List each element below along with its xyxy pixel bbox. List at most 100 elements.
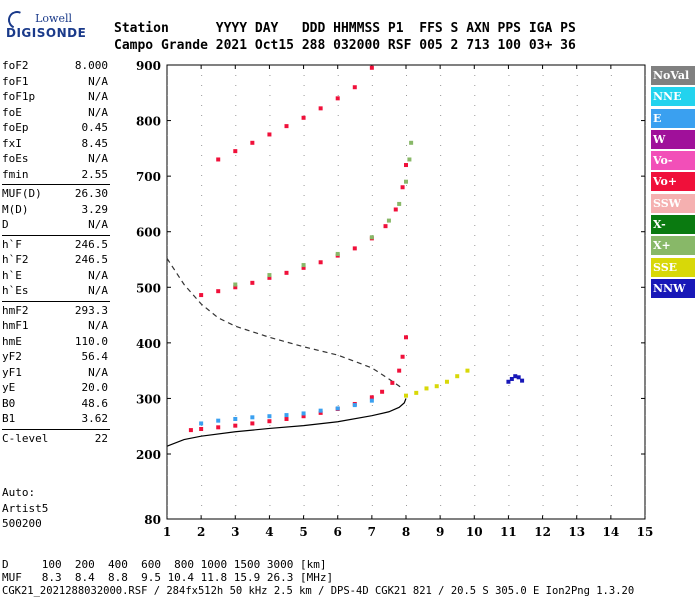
grid-dot: [371, 375, 373, 376]
grid-dot: [303, 295, 305, 296]
grid-dot: [201, 335, 203, 336]
trace-point: [318, 408, 323, 413]
grid-dot: [406, 105, 407, 106]
grid-dot: [440, 205, 442, 206]
grid-dot: [576, 445, 578, 446]
grid-dot: [576, 175, 578, 176]
trace-point: [216, 418, 221, 423]
grid-dot: [371, 105, 373, 106]
grid-dot: [576, 115, 578, 116]
grid-dot: [167, 175, 168, 176]
grid-dot: [542, 265, 544, 266]
grid-dot: [201, 395, 203, 396]
grid-dot: [371, 215, 373, 216]
grid-dot: [610, 125, 612, 126]
grid-dot: [371, 385, 373, 386]
grid-dot: [269, 385, 271, 386]
param-value: N/A: [88, 152, 108, 165]
grid-dot: [201, 165, 203, 166]
trace-point: [188, 428, 193, 433]
grid-dot: [576, 465, 578, 466]
grid-dot: [269, 195, 271, 196]
grid-dot: [337, 395, 339, 396]
grid-dot: [610, 495, 612, 496]
grid-dot: [303, 435, 305, 436]
grid-dot: [303, 95, 305, 96]
param-row: foF1p N/A: [2, 89, 110, 105]
grid-dot: [201, 105, 203, 106]
grid-dot: [440, 315, 442, 316]
grid-dot: [542, 125, 544, 126]
grid-dot: [440, 235, 442, 236]
grid-dot: [576, 205, 578, 206]
grid-dot: [542, 135, 544, 136]
grid-dot: [508, 425, 510, 426]
grid-dot: [337, 365, 339, 366]
grid-dot: [371, 365, 373, 366]
grid-dot: [645, 445, 646, 446]
grid-dot: [235, 325, 237, 326]
grid-dot: [303, 405, 305, 406]
grid-dot: [167, 325, 168, 326]
trace-point: [393, 207, 398, 212]
trace-point: [516, 375, 521, 380]
grid-dot: [269, 165, 271, 166]
y-tick-label: 200: [136, 448, 161, 462]
grid-dot: [645, 255, 646, 256]
trace-point: [335, 251, 340, 256]
grid-dot: [201, 375, 203, 376]
grid-dot: [406, 195, 407, 196]
grid-dot: [508, 135, 510, 136]
grid-dot: [406, 125, 407, 126]
grid-dot: [645, 265, 646, 266]
x-tick-label: 7: [368, 525, 376, 539]
grid-dot: [474, 215, 476, 216]
trace-point: [352, 85, 357, 90]
grid-dot: [474, 265, 476, 266]
trace-point: [407, 157, 412, 162]
trace-point: [301, 115, 306, 120]
grid-dot: [576, 345, 578, 346]
param-label: yF2: [2, 350, 22, 363]
grid-dot: [474, 245, 476, 246]
grid-dot: [167, 145, 168, 146]
grid-dot: [542, 75, 544, 76]
grid-dot: [406, 225, 407, 226]
grid-dot: [542, 275, 544, 276]
grid-dot: [201, 75, 203, 76]
x-tick-label: 10: [466, 525, 483, 539]
trace-point: [506, 379, 511, 384]
grid-dot: [610, 285, 612, 286]
grid-dot: [337, 375, 339, 376]
grid-dot: [406, 135, 407, 136]
grid-dot: [440, 425, 442, 426]
grid-dot: [474, 295, 476, 296]
grid-dot: [371, 445, 373, 446]
param-value: N/A: [88, 284, 108, 297]
grid-dot: [508, 225, 510, 226]
grid-dot: [542, 115, 544, 116]
grid-dot: [303, 135, 305, 136]
grid-dot: [508, 505, 510, 506]
grid-dot: [235, 265, 237, 266]
param-label: foEs: [2, 152, 29, 165]
grid-dot: [576, 75, 578, 76]
param-separator: [2, 234, 110, 236]
grid-dot: [201, 175, 203, 176]
legend-item-vo-: Vo-: [651, 151, 695, 171]
trace-point: [301, 414, 306, 419]
grid-dot: [576, 435, 578, 436]
grid-dot: [201, 435, 203, 436]
grid-dot: [440, 195, 442, 196]
grid-dot: [269, 235, 271, 236]
grid-dot: [440, 85, 442, 86]
grid-dot: [167, 395, 168, 396]
grid-dot: [201, 135, 203, 136]
grid-dot: [371, 155, 373, 156]
grid-dot: [337, 125, 339, 126]
grid-dot: [235, 215, 237, 216]
grid-dot: [645, 155, 646, 156]
param-row: yF1 N/A: [2, 365, 110, 381]
grid-dot: [337, 145, 339, 146]
grid-dot: [576, 125, 578, 126]
